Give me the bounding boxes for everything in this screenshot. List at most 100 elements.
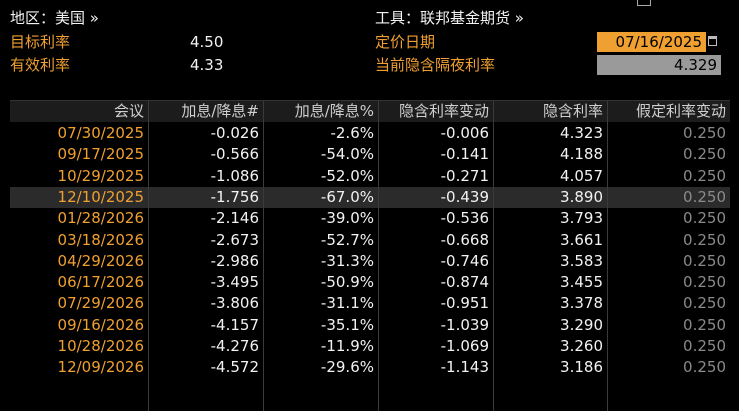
table-cell: -0.271: [440, 166, 489, 185]
table-cell: 10/29/2025: [57, 166, 144, 185]
checkbox[interactable]: [637, 0, 651, 6]
table-row: 10/28/2026 -4.276 -11.9% -1.069 3.260 0.250: [10, 336, 730, 357]
table-cell: -0.026: [210, 124, 259, 142]
table-cell: 0.250: [683, 315, 726, 334]
table-cell: -4.572: [210, 358, 259, 377]
effective-value: 4.33: [190, 56, 224, 74]
table-cell: 06/17/2026: [57, 273, 144, 292]
table-row: 09/17/2025 -0.566 -54.0% -0.141 4.188 0.250: [10, 144, 730, 165]
table-cell: 3.455: [560, 273, 603, 292]
column-separator: [148, 101, 149, 411]
column-separator: [378, 101, 379, 411]
table-cell: -2.673: [210, 230, 259, 249]
table-cell: 4.188: [560, 145, 603, 164]
table-cell: 3.290: [560, 315, 603, 334]
column-header: 隐含利率: [542, 102, 603, 120]
table-cell: -3.806: [210, 294, 259, 313]
table-cell: -3.495: [210, 273, 259, 292]
table-cell: -1.069: [440, 337, 489, 355]
table-cell: 0.250: [683, 230, 726, 249]
table-cell: -67.0%: [320, 187, 374, 206]
table-cell: -54.0%: [320, 145, 374, 164]
table-cell: -35.1%: [320, 315, 374, 334]
table: 会议 加息/降息# 加息/降息% 隐含利率变动 隐含利率 假定利率变动 07/30/2025…: [10, 100, 730, 411]
column-header: 会议: [113, 102, 144, 120]
table-cell: -0.951: [440, 294, 489, 313]
target-value: 4.50: [190, 33, 224, 51]
table-cell: 0.250: [683, 187, 726, 206]
column-header: 隐含利率变动: [398, 102, 489, 120]
table-cell: -39.0%: [320, 209, 374, 228]
table-cell: 07/30/2025: [57, 124, 144, 142]
table-cell: -2.6%: [330, 124, 374, 142]
table-cell: 12/10/2025: [57, 187, 144, 206]
table-cell: 0.250: [683, 166, 726, 185]
implied-value: 4.329: [597, 55, 721, 75]
table-row: 04/29/2026 -2.986 -31.3% -0.746 3.583 0.250: [10, 251, 730, 272]
table-cell: 3.583: [560, 251, 603, 270]
column-separator: [493, 101, 494, 411]
table-cell: -4.157: [210, 315, 259, 334]
table-cell: -11.9%: [320, 337, 374, 355]
table-cell: -29.6%: [320, 358, 374, 377]
table-cell: 3.661: [560, 230, 603, 249]
table-cell: -1.756: [210, 187, 259, 206]
table-cell: 3.793: [560, 209, 603, 228]
table-cell: 0.250: [683, 124, 726, 142]
table-cell: 3.186: [560, 358, 603, 377]
table-cell: -31.3%: [320, 251, 374, 270]
table-cell: -31.1%: [320, 294, 374, 313]
table-cell: 01/28/2026: [57, 209, 144, 228]
table-cell: 0.250: [683, 209, 726, 228]
table-row: 07/29/2026 -3.806 -31.1% -0.951 3.378 0.250: [10, 293, 730, 314]
date-input[interactable]: 07/16/2025: [597, 32, 706, 52]
column-header: 加息/降息%: [294, 102, 374, 120]
table-cell: -4.276: [210, 337, 259, 355]
table-cell: -0.746: [440, 251, 489, 270]
table-cell: -0.536: [440, 209, 489, 228]
table-cell: -2.986: [210, 251, 259, 270]
table-cell: -52.7%: [320, 230, 374, 249]
table-cell: 09/16/2026: [57, 315, 144, 334]
column-separator: [607, 101, 608, 411]
table-cell: 0.250: [683, 145, 726, 164]
effective-label: 有效利率: [10, 56, 71, 74]
table-cell: -52.0%: [320, 166, 374, 185]
table-cell: 4.323: [560, 124, 603, 142]
region-selector[interactable]: 地区：美国 »: [10, 9, 99, 27]
table-cell: -0.566: [210, 145, 259, 164]
table-cell: 03/18/2026: [57, 230, 144, 249]
header-row: 会议 加息/降息# 加息/降息% 隐含利率变动 隐含利率 假定利率变动: [10, 101, 730, 122]
table-cell: 0.250: [683, 294, 726, 313]
calendar-icon[interactable]: [708, 36, 717, 46]
table-row: 06/17/2026 -3.495 -50.9% -0.874 3.455 0.250: [10, 272, 730, 293]
table-row: 12/10/2025 -1.756 -67.0% -0.439 3.890 0.250: [10, 186, 730, 208]
table-cell: 0.250: [683, 251, 726, 270]
instrument-selector[interactable]: 工具：联邦基金期货 »: [375, 9, 524, 27]
table-cell: -50.9%: [320, 273, 374, 292]
column-header: 假定利率变动: [635, 102, 726, 120]
implied-label: 当前隐含隔夜利率: [375, 56, 496, 74]
column-separator: [263, 101, 264, 411]
table-cell: 12/09/2026: [57, 358, 144, 377]
table-cell: 4.057: [560, 166, 603, 185]
table-cell: -1.086: [210, 166, 259, 185]
table-cell: -1.143: [440, 358, 489, 377]
table-cell: 3.378: [560, 294, 603, 313]
table-cell: -0.874: [440, 273, 489, 292]
table-row: 12/09/2026 -4.572 -29.6% -1.143 3.186 0.250: [10, 357, 730, 378]
table-cell: 07/29/2026: [57, 294, 144, 313]
table-cell: 04/29/2026: [57, 251, 144, 270]
target-label: 目标利率: [10, 33, 71, 51]
table-cell: -0.141: [440, 145, 489, 164]
date-label: 定价日期: [375, 33, 436, 51]
table-cell: -0.439: [440, 187, 489, 206]
table-row: 10/29/2025 -1.086 -52.0% -0.271 4.057 0.250: [10, 166, 730, 187]
table-cell: 10/28/2026: [57, 337, 144, 355]
table-cell: -2.146: [210, 209, 259, 228]
table-row: 09/16/2026 -4.157 -35.1% -1.039 3.290 0.250: [10, 315, 730, 336]
table-row: 07/30/2025 -0.026 -2.6% -0.006 4.323 0.250: [10, 123, 730, 144]
table-cell: 0.250: [683, 273, 726, 292]
table-cell: -1.039: [440, 315, 489, 334]
